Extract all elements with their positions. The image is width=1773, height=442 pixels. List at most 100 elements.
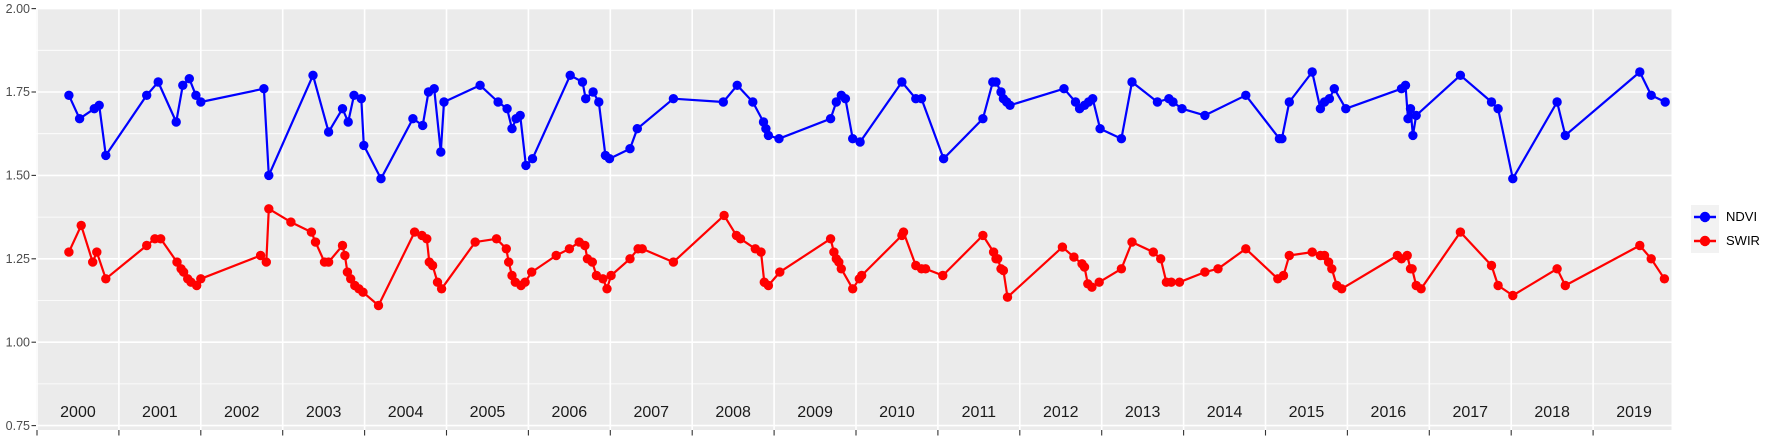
x-axis-label: 2019	[1616, 404, 1652, 421]
data-point-swir	[422, 234, 432, 244]
x-axis-label: 2012	[1043, 404, 1079, 421]
data-point-swir	[409, 227, 420, 237]
data-point-swir	[340, 250, 350, 261]
data-point-swir	[427, 260, 438, 271]
legend: NDVI SWIR	[1691, 205, 1760, 253]
x-axis-label: 2013	[1125, 404, 1161, 421]
data-point-ndvi	[408, 114, 418, 124]
x-axis-label: 2002	[224, 404, 260, 421]
data-point-ndvi	[1168, 97, 1178, 107]
data-point-ndvi	[1284, 97, 1295, 107]
data-point-swir	[101, 274, 111, 284]
data-point-ndvi	[1660, 97, 1670, 107]
data-point-swir	[504, 257, 514, 267]
data-point-ndvi	[259, 84, 269, 94]
data-point-ndvi	[429, 84, 439, 94]
data-point-ndvi	[1403, 114, 1413, 124]
data-point-swir	[1166, 277, 1177, 287]
data-point-swir	[520, 277, 530, 287]
data-point-swir	[598, 274, 608, 284]
x-axis-label: 2014	[1207, 404, 1243, 421]
data-point-ndvi	[581, 94, 591, 104]
x-axis-label: 2015	[1289, 404, 1325, 421]
data-point-swir	[551, 250, 561, 261]
data-point-swir	[763, 280, 774, 291]
data-point-ndvi	[308, 70, 318, 81]
data-point-ndvi	[64, 90, 74, 101]
data-point-ndvi	[1005, 100, 1015, 111]
data-point-swir	[1486, 260, 1497, 271]
data-point-ndvi	[1329, 84, 1340, 94]
data-point-ndvi	[337, 104, 348, 114]
data-point-swir	[1094, 277, 1104, 287]
data-point-ndvi	[1177, 104, 1187, 114]
data-point-swir	[1455, 227, 1466, 237]
data-point-swir	[1069, 252, 1079, 262]
data-point-swir	[358, 287, 368, 297]
data-point-swir	[978, 230, 988, 241]
data-point-ndvi	[991, 77, 1001, 87]
data-point-ndvi	[1400, 80, 1411, 91]
data-point-ndvi	[1095, 124, 1105, 134]
data-point-swir	[1079, 262, 1090, 272]
data-point-ndvi	[475, 80, 485, 91]
data-point-ndvi	[94, 100, 104, 111]
data-point-swir	[1327, 264, 1337, 274]
data-point-ndvi	[264, 170, 274, 181]
data-point-ndvi	[1277, 134, 1287, 144]
data-point-ndvi	[1508, 174, 1518, 184]
data-point-swir	[580, 240, 590, 251]
x-axis-label: 2009	[797, 404, 833, 421]
data-point-ndvi	[1200, 110, 1210, 121]
x-axis-label: 2004	[388, 404, 424, 421]
data-point-ndvi	[748, 97, 758, 107]
y-axis-label: 1.00	[6, 335, 30, 349]
data-point-swir	[756, 247, 766, 257]
data-point-ndvi	[840, 94, 851, 104]
data-point-ndvi	[774, 134, 784, 144]
x-axis-label: 2007	[633, 404, 669, 421]
data-point-swir	[998, 265, 1009, 276]
data-point-ndvi	[196, 97, 206, 107]
data-point-swir	[1002, 292, 1013, 302]
data-point-swir	[1200, 267, 1210, 277]
data-point-ndvi	[632, 124, 642, 134]
data-point-ndvi	[604, 154, 615, 164]
data-point-ndvi	[493, 97, 503, 107]
data-point-swir	[76, 220, 86, 231]
x-axis-label: 2001	[142, 404, 178, 421]
data-point-swir	[310, 237, 321, 247]
data-point-swir	[1402, 250, 1412, 261]
data-point-swir	[501, 244, 511, 254]
data-point-swir	[775, 267, 785, 277]
data-point-ndvi	[184, 74, 194, 84]
data-point-swir	[1552, 264, 1562, 274]
x-axis-label: 2017	[1452, 404, 1488, 421]
data-point-swir	[88, 257, 98, 267]
data-point-swir	[1213, 264, 1223, 274]
data-point-ndvi	[732, 80, 742, 91]
data-point-swir	[1416, 284, 1426, 294]
data-point-ndvi	[349, 90, 359, 101]
panel-background	[36, 8, 1672, 430]
data-point-ndvi	[359, 140, 369, 151]
data-point-ndvi	[978, 114, 988, 124]
data-point-ndvi	[1408, 130, 1418, 141]
data-point-swir	[436, 284, 447, 294]
data-point-ndvi	[1635, 67, 1645, 77]
data-point-ndvi	[418, 120, 428, 131]
data-point-ndvi	[1455, 70, 1466, 81]
x-axis-label: 2005	[470, 404, 506, 421]
data-point-swir	[825, 234, 836, 244]
data-point-ndvi	[831, 97, 841, 107]
data-point-swir	[564, 244, 575, 254]
data-point-ndvi	[356, 94, 366, 104]
data-point-swir	[491, 234, 502, 244]
data-point-ndvi	[1646, 90, 1656, 101]
y-axis-label: 2.00	[6, 2, 30, 16]
data-point-ndvi	[588, 87, 598, 97]
data-point-swir	[1337, 284, 1347, 294]
data-point-ndvi	[938, 154, 949, 164]
legend-entry-swir: SWIR	[1691, 229, 1760, 253]
